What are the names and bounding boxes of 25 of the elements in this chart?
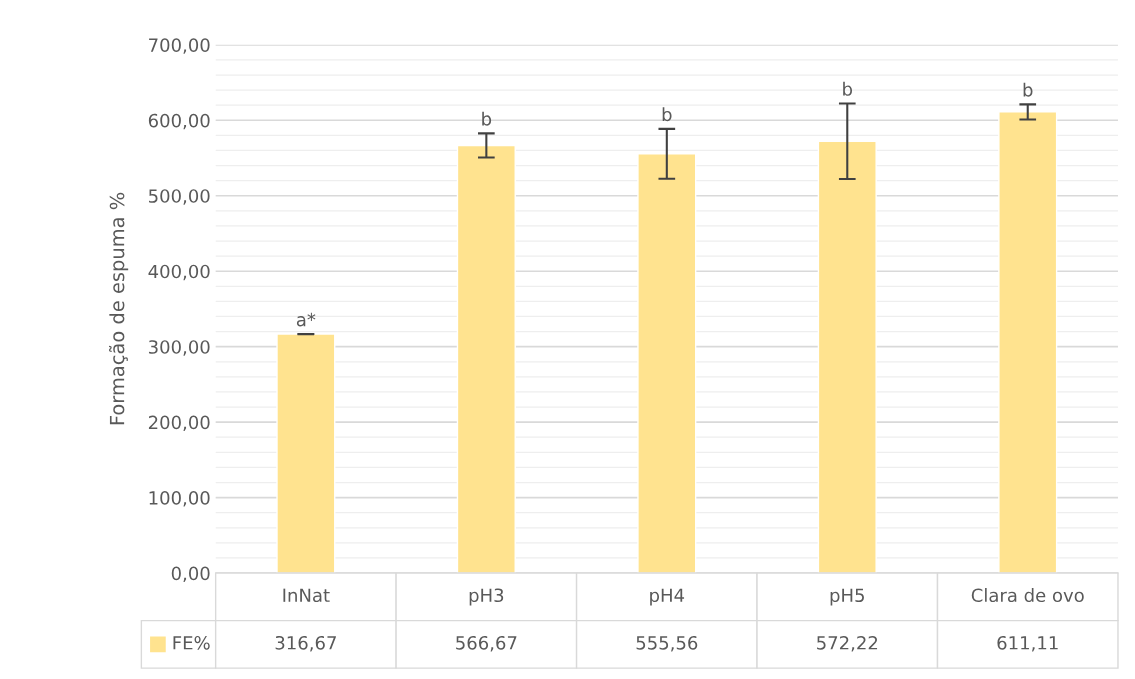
- y-tick-label: 500,00: [149, 189, 210, 205]
- x-tick-label: pH4: [650, 588, 685, 606]
- annotation: a*: [296, 312, 316, 327]
- data-label: 572,22: [817, 635, 878, 652]
- y-tick-label: 100,00: [149, 491, 210, 507]
- x-tick-label: Clara de ovo: [971, 588, 1084, 603]
- data-label: 611,11: [997, 635, 1058, 652]
- annotation: b: [482, 111, 492, 126]
- legend-label: FE%: [173, 635, 210, 650]
- data-label: 316,67: [275, 635, 336, 652]
- y-tick-label: 600,00: [148, 113, 210, 130]
- data-label: 566,67: [456, 635, 517, 652]
- x-tick-label: InNat: [283, 588, 330, 603]
- y-tick-label: 200,00: [148, 415, 210, 432]
- y-axis-title: Formação de espuma %: [109, 192, 129, 425]
- x-tick-label: pH3: [469, 588, 504, 606]
- y-tick-label: 400,00: [148, 264, 210, 281]
- annotation: b: [1023, 82, 1033, 97]
- annotation: b: [843, 81, 853, 96]
- y-tick-label: 700,00: [149, 38, 210, 54]
- y-tick-label: 300,00: [148, 340, 210, 356]
- x-tick-label: pH5: [830, 588, 864, 606]
- annotation: b: [662, 107, 672, 122]
- y-tick-label: 0,00: [171, 566, 210, 583]
- data-label: 555,56: [636, 635, 698, 652]
